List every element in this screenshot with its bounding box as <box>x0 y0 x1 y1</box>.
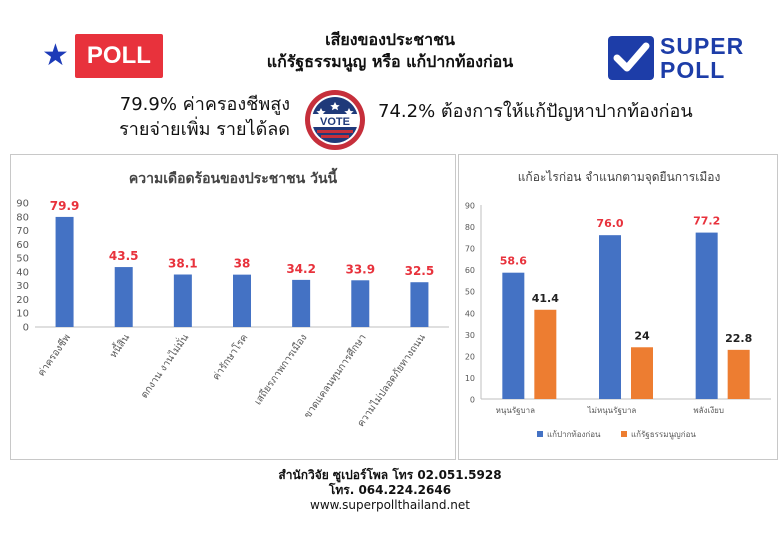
x-tick-label: ค่าครองชีพ <box>35 332 73 379</box>
x-tick-label: เสถียรภาพการเมือง <box>252 332 310 407</box>
footer-website[interactable]: www.superpollthailand.net <box>310 498 470 512</box>
data-label: 76.0 <box>596 217 623 230</box>
y-tick-label: 80 <box>465 223 475 232</box>
y-tick-label: 60 <box>16 240 29 251</box>
y-tick-label: 80 <box>16 212 29 223</box>
superpoll-top-text: SUPER <box>660 33 745 59</box>
y-tick-label: 70 <box>465 245 475 254</box>
bar <box>233 274 251 327</box>
bar <box>351 280 370 327</box>
data-label: 41.4 <box>532 292 559 305</box>
data-label: 38.1 <box>168 257 198 271</box>
y-tick-label: 40 <box>465 309 475 318</box>
bar-series-2 <box>727 349 750 399</box>
data-label: 58.6 <box>500 255 527 268</box>
x-tick-label: ขาดแคลนทุนการศึกษา <box>301 332 368 421</box>
y-tick-label: 30 <box>16 281 29 292</box>
bar-series-2 <box>534 309 557 399</box>
highlight-left: 79.9% ค่าครองชีพสูง รายจ่ายเพิ่ม รายได้ล… <box>70 92 290 142</box>
bar-series-1 <box>502 272 525 399</box>
legend-label: แก้ปากท้องก่อน <box>547 430 601 439</box>
y-tick-label: 90 <box>465 202 475 211</box>
chart-panel-hardship: ความเดือดร้อนของประชาชน วันนี้ 0 10 20 30 40 5… <box>10 154 456 460</box>
data-label: 79.9 <box>50 199 80 213</box>
x-tick-label: ตกงาน งานไม่มั่น <box>137 331 192 401</box>
x-tick-label: ค่ารักษาโรค <box>209 331 250 382</box>
chart-title: แก้อะไรก่อน จำแนกตามจุดยืนการเมือง <box>518 170 721 185</box>
data-label: 34.2 <box>286 262 316 276</box>
y-tick-label: 10 <box>16 309 29 320</box>
highlight-right: 74.2% ต้องการให้แก้ปัญหาปากท้องก่อน <box>378 101 693 122</box>
page-title: เสียงของประชาชน <box>325 30 455 49</box>
bar <box>410 282 429 327</box>
bar-series-1 <box>599 235 621 399</box>
star-icon: ★ <box>42 38 69 73</box>
y-tick-label: 50 <box>465 288 475 297</box>
data-label: 32.5 <box>405 264 435 278</box>
y-tick-label: 20 <box>465 352 475 361</box>
x-tick-label: พลังเงียบ <box>693 406 724 415</box>
y-tick-label: 40 <box>16 267 29 278</box>
y-tick-label: 60 <box>465 266 475 275</box>
poll-badge-label: POLL <box>86 42 151 69</box>
data-label: 43.5 <box>109 249 139 263</box>
bar-series-1 <box>695 232 718 399</box>
page-subtitle: แก้รัฐธรรมนูญ หรือ แก้ปากท้องก่อน <box>266 52 514 71</box>
data-label: 38 <box>234 257 251 271</box>
data-label: 33.9 <box>345 262 375 276</box>
data-label: 22.8 <box>725 332 752 345</box>
bar <box>292 279 311 327</box>
x-tick-label: หนี้สิน <box>106 331 133 361</box>
legend-swatch-series-1 <box>537 431 543 437</box>
x-tick-label: ความไม่ปลอดภัยทางถนน <box>355 332 428 429</box>
hardship-bar-chart: ความเดือดร้อนของประชาชน วันนี้ 0 10 20 30 40 5… <box>16 167 449 429</box>
data-label: 24 <box>634 329 650 342</box>
y-tick-label: 0 <box>470 396 475 405</box>
chart-panel-priority: แก้อะไรก่อน จำแนกตามจุดยืนการเมือง 0 10 20 3… <box>458 154 778 460</box>
bar <box>173 274 192 327</box>
y-tick-label: 20 <box>16 295 29 306</box>
highlight-left-line2: รายจ่ายเพิ่ม รายได้ลด <box>119 119 290 140</box>
legend-swatch-series-2 <box>621 431 627 437</box>
data-label: 77.2 <box>693 215 720 228</box>
y-tick-label: 90 <box>16 199 29 210</box>
vote-badge-icon: VOTE <box>303 88 367 152</box>
chart-title: ความเดือดร้อนของประชาชน วันนี้ <box>129 167 338 187</box>
y-tick-label: 70 <box>16 226 29 237</box>
superpoll-bottom-text: POLL <box>660 57 726 83</box>
poll-badge: POLL <box>74 34 163 78</box>
highlight-left-line1: 79.9% ค่าครองชีพสูง <box>119 94 290 115</box>
bar <box>114 267 133 327</box>
y-tick-label: 10 <box>465 374 475 383</box>
checkmark-icon <box>608 36 654 80</box>
poll-logo: ★ POLL <box>42 34 163 78</box>
footer-office: สำนักวิจัย ซูเปอร์โพล โทร 02.051.5928 <box>278 468 502 482</box>
bar <box>55 216 74 327</box>
x-tick-label: ไม่หนุนรัฐบาล <box>587 406 637 415</box>
y-tick-label: 30 <box>465 331 475 340</box>
y-tick-label: 50 <box>16 254 29 265</box>
bar-series-2 <box>631 347 653 399</box>
superpoll-logo: SUPER POLL <box>608 34 758 84</box>
footer-phone: โทร. 064.224.2646 <box>328 483 452 497</box>
priority-bar-chart: แก้อะไรก่อน จำแนกตามจุดยืนการเมือง 0 10 20 3… <box>465 170 771 440</box>
y-tick-label: 0 <box>23 323 29 334</box>
legend-label: แก้รัฐธรรมนูญก่อน <box>631 430 696 440</box>
vote-badge-text: VOTE <box>320 116 350 128</box>
x-tick-label: หนุนรัฐบาล <box>496 406 535 415</box>
